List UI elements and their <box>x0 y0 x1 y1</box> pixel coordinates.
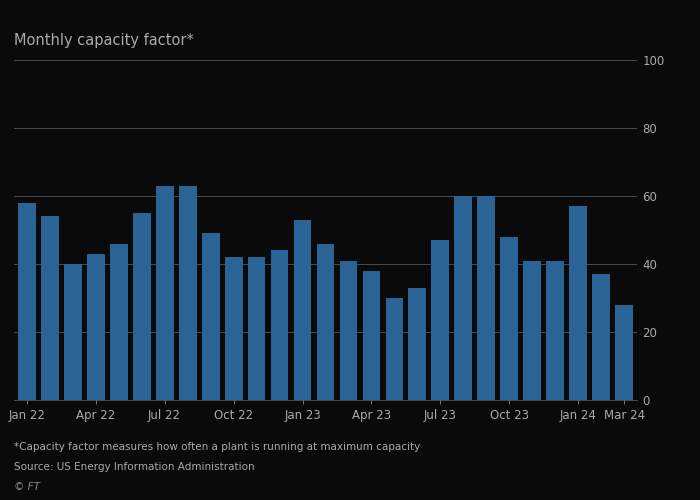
Bar <box>87 254 104 400</box>
Bar <box>41 216 59 400</box>
Bar <box>155 186 174 400</box>
Bar <box>500 237 519 400</box>
Bar <box>431 240 449 400</box>
Text: © FT: © FT <box>14 482 40 492</box>
Text: *Capacity factor measures how often a plant is running at maximum capacity: *Capacity factor measures how often a pl… <box>14 442 420 452</box>
Bar <box>340 260 358 400</box>
Bar <box>316 244 335 400</box>
Bar <box>524 260 541 400</box>
Bar <box>293 220 312 400</box>
Bar <box>615 305 634 400</box>
Bar <box>454 196 472 400</box>
Bar <box>363 271 380 400</box>
Bar <box>271 250 288 400</box>
Bar <box>110 244 127 400</box>
Bar <box>18 203 36 400</box>
Bar <box>409 288 426 400</box>
Bar <box>132 213 150 400</box>
Bar <box>178 186 197 400</box>
Bar <box>225 257 242 400</box>
Bar <box>592 274 610 400</box>
Text: Source: US Energy Information Administration: Source: US Energy Information Administra… <box>14 462 255 472</box>
Bar <box>547 260 564 400</box>
Bar <box>386 298 403 400</box>
Bar <box>248 257 265 400</box>
Bar <box>202 234 220 400</box>
Bar <box>64 264 82 400</box>
Bar <box>477 196 496 400</box>
Text: Monthly capacity factor*: Monthly capacity factor* <box>14 32 194 48</box>
Bar <box>569 206 587 400</box>
